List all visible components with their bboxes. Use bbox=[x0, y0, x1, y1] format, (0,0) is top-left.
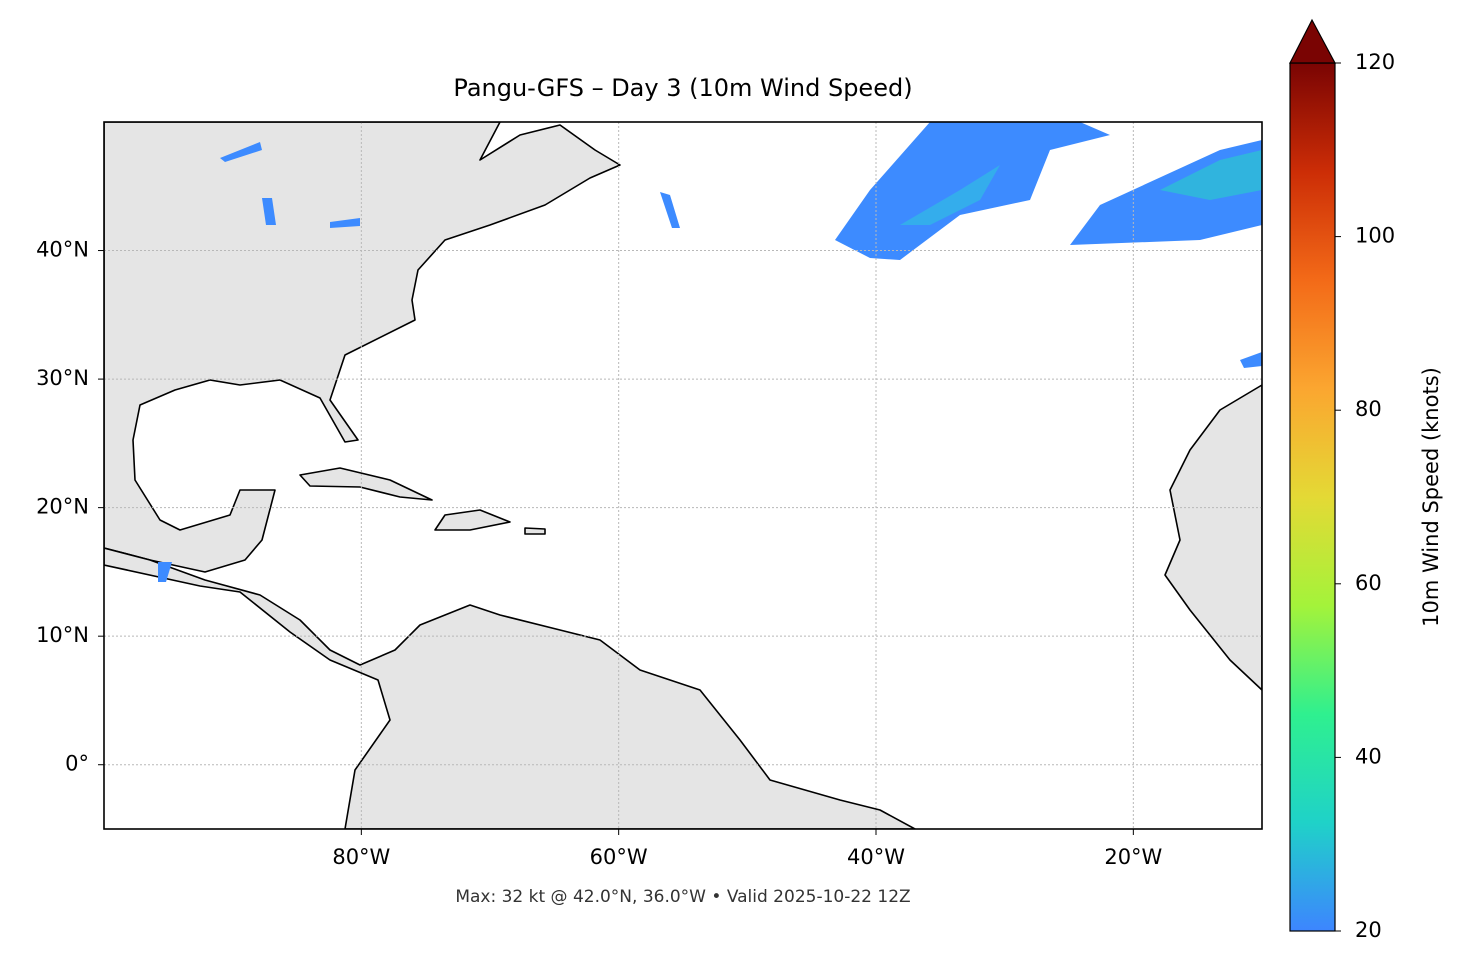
subtitle: Max: 32 kt @ 42.0°N, 36.0°W • Valid 2025… bbox=[455, 887, 910, 907]
cuba bbox=[299, 467, 433, 501]
colorbar-extension bbox=[1289, 18, 1337, 64]
y-tick-label: 20°N bbox=[36, 495, 89, 519]
colorbar-tick-label: 80 bbox=[1355, 397, 1382, 421]
map-frame bbox=[103, 121, 1263, 830]
wind-core bbox=[1160, 150, 1262, 200]
chart-title: Pangu-GFS – Day 3 (10m Wind Speed) bbox=[453, 74, 912, 102]
central-south-america bbox=[104, 547, 916, 829]
map-area bbox=[104, 122, 1262, 829]
wind-core bbox=[900, 165, 1000, 225]
colorbar-label: 10m Wind Speed (knots) bbox=[1419, 367, 1443, 627]
puerto-rico bbox=[524, 527, 546, 535]
y-tick-label: 0° bbox=[65, 752, 89, 776]
north-america bbox=[104, 122, 621, 573]
x-tick-label: 80°W bbox=[332, 845, 390, 869]
colorbar-tick-label: 100 bbox=[1355, 224, 1395, 248]
x-tick-label: 40°W bbox=[847, 845, 905, 869]
africa bbox=[1164, 384, 1262, 691]
y-tick-label: 10°N bbox=[36, 623, 89, 647]
colorbar-tick-label: 40 bbox=[1355, 744, 1382, 768]
colorbar bbox=[1289, 62, 1336, 932]
x-tick-label: 20°W bbox=[1104, 845, 1162, 869]
hispaniola bbox=[434, 509, 511, 531]
colorbar-tick-label: 120 bbox=[1355, 50, 1395, 74]
y-tick-label: 40°N bbox=[36, 238, 89, 262]
y-tick-label: 30°N bbox=[36, 366, 89, 390]
x-tick-label: 60°W bbox=[590, 845, 648, 869]
colorbar-tick-label: 20 bbox=[1355, 918, 1382, 942]
colorbar-tick-label: 60 bbox=[1355, 571, 1382, 595]
